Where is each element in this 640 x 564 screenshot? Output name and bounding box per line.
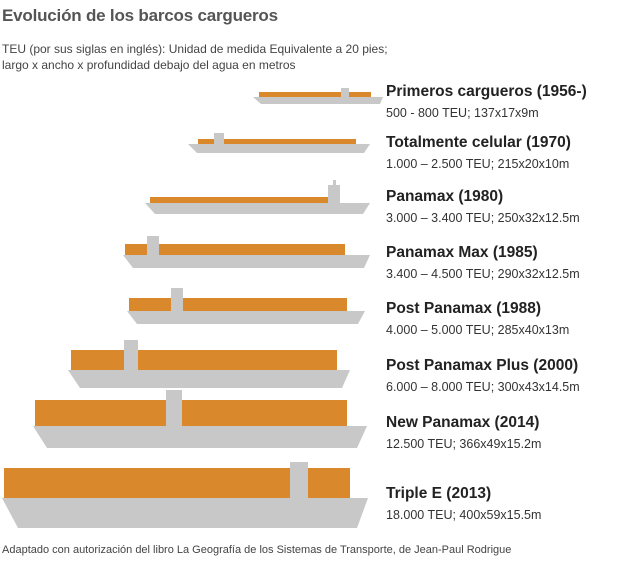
ship-2-hull [188,144,370,153]
ship-6-cargo [71,350,337,370]
ship-8-hull [2,498,368,528]
subtitle-line-2: largo x ancho x profundidad debajo del a… [2,58,296,72]
ship-2-cargo [198,139,356,144]
ship-2-name: Totalmente celular (1970) [386,134,571,151]
ship-1-bridge [341,88,349,97]
ship-5-cargo [129,298,347,311]
ship-6-hull [68,370,350,388]
ship-7-label: New Panamax (2014) 12.500 TEU; 366x49x15… [386,413,541,452]
ship-5-label: Post Panamax (1988) 4.000 – 5.000 TEU; 2… [386,299,569,338]
ship-1-illustration [253,88,383,104]
ship-5-name: Post Panamax (1988) [386,300,542,317]
ship-3-illustration [145,180,370,214]
ship-1-label: Primeros cargueros (1956-) 500 - 800 TEU… [386,82,587,121]
subtitle-line-1: TEU (por sus siglas en inglés): Unidad d… [2,42,388,56]
ship-7-spec: 12.500 TEU; 366x49x15.2m [386,437,542,451]
ship-3-label: Panamax (1980) 3.000 – 3.400 TEU; 250x32… [386,187,580,226]
ship-4-spec: 3.400 – 4.500 TEU; 290x32x12.5m [386,267,580,281]
ship-4-cargo [125,244,345,255]
ship-4-label: Panamax Max (1985) 3.400 – 4.500 TEU; 29… [386,243,580,282]
ship-7-bridge [166,390,182,426]
ship-6-spec: 6.000 – 8.000 TEU; 300x43x14.5m [386,380,580,394]
ship-2-spec: 1.000 – 2.500 TEU; 215x20x10m [386,157,570,171]
ship-1-cargo [259,92,371,97]
source-credit: Adaptado con autorización del libro La G… [2,544,512,556]
ship-3-mast [333,180,336,186]
ship-5-spec: 4.000 – 5.000 TEU; 285x40x13m [386,323,570,337]
ship-8-bridge [290,462,308,498]
ship-2-illustration [188,133,370,153]
ship-3-spec: 3.000 – 3.400 TEU; 250x32x12.5m [386,211,580,225]
ship-7-illustration [33,390,367,448]
ship-2-bridge [214,133,224,144]
ship-5-hull [127,311,365,324]
ship-3-bridge [328,185,340,203]
ship-1-spec: 500 - 800 TEU; 137x17x9m [386,106,539,120]
ship-7-cargo [35,400,347,426]
ship-7-name: New Panamax (2014) [386,414,540,431]
ship-1-name: Primeros cargueros (1956-) [386,83,587,100]
ship-6-bridge [124,340,138,370]
ship-8-illustration [2,462,368,528]
ship-4-illustration [123,236,370,268]
ship-3-name: Panamax (1980) [386,188,504,205]
ship-5-bridge [171,288,183,311]
ship-illustrations [2,88,383,528]
ship-2-label: Totalmente celular (1970) 1.000 – 2.500 … [386,133,571,172]
ship-6-name: Post Panamax Plus (2000) [386,357,579,374]
ship-4-hull [123,255,370,268]
ship-6-label: Post Panamax Plus (2000) 6.000 – 8.000 T… [386,356,580,395]
ship-3-hull [145,203,370,214]
ship-4-bridge [147,236,159,255]
ship-8-label: Triple E (2013) 18.000 TEU; 400x59x15.5m [386,484,541,523]
ship-6-illustration [68,340,350,388]
ship-8-spec: 18.000 TEU; 400x59x15.5m [386,508,542,522]
ship-8-name: Triple E (2013) [386,485,492,502]
page-title: Evolución de los barcos cargueros [2,6,278,25]
subtitle: TEU (por sus siglas en inglés): Unidad d… [2,41,422,73]
ship-7-hull [33,426,367,448]
ship-1-hull [253,97,383,104]
ship-4-name: Panamax Max (1985) [386,244,538,261]
ship-5-illustration [127,288,365,324]
ship-3-cargo [150,197,328,203]
